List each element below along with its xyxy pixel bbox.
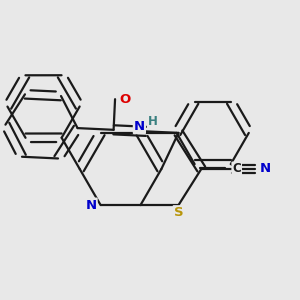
Text: N: N [260, 163, 271, 176]
Text: H: H [148, 116, 158, 128]
Text: N: N [85, 199, 97, 212]
Text: O: O [119, 93, 130, 106]
Text: C: C [232, 163, 241, 176]
Text: N: N [134, 120, 145, 133]
Text: S: S [174, 206, 183, 219]
